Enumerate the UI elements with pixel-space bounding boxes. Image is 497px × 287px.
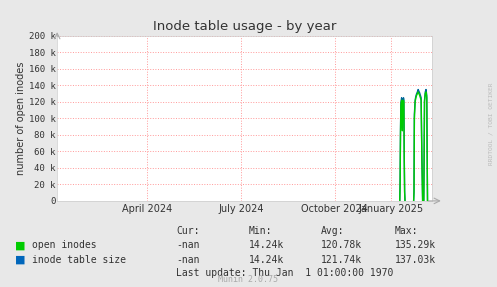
Text: 120.78k: 120.78k bbox=[321, 241, 362, 250]
Title: Inode table usage - by year: Inode table usage - by year bbox=[153, 20, 336, 33]
Text: -nan: -nan bbox=[176, 241, 200, 250]
Text: 121.74k: 121.74k bbox=[321, 255, 362, 265]
Text: ■: ■ bbox=[15, 241, 25, 250]
Text: Cur:: Cur: bbox=[176, 226, 200, 236]
Text: Min:: Min: bbox=[248, 226, 272, 236]
Text: Max:: Max: bbox=[395, 226, 418, 236]
Text: 135.29k: 135.29k bbox=[395, 241, 436, 250]
Text: -nan: -nan bbox=[176, 255, 200, 265]
Text: 14.24k: 14.24k bbox=[248, 255, 284, 265]
Text: Munin 2.0.75: Munin 2.0.75 bbox=[219, 275, 278, 284]
Text: 14.24k: 14.24k bbox=[248, 241, 284, 250]
Y-axis label: number of open inodes: number of open inodes bbox=[16, 62, 26, 175]
Text: 137.03k: 137.03k bbox=[395, 255, 436, 265]
Text: open inodes: open inodes bbox=[32, 241, 97, 250]
Text: inode table size: inode table size bbox=[32, 255, 126, 265]
Text: ■: ■ bbox=[15, 255, 25, 265]
Text: Last update: Thu Jan  1 01:00:00 1970: Last update: Thu Jan 1 01:00:00 1970 bbox=[176, 268, 394, 278]
Text: Avg:: Avg: bbox=[321, 226, 344, 236]
Text: RRDTOOL / TOBI OETIKER: RRDTOOL / TOBI OETIKER bbox=[488, 82, 493, 165]
